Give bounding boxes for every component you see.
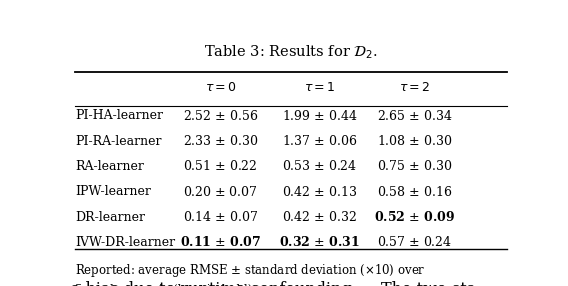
Text: 0.52 $\pm$ 0.09: 0.52 $\pm$ 0.09 — [374, 210, 455, 224]
Text: The two-sta: The two-sta — [381, 281, 477, 286]
Text: $\tau = 2$: $\tau = 2$ — [399, 81, 430, 94]
Text: 0.14 $\pm$ 0.07: 0.14 $\pm$ 0.07 — [183, 210, 258, 224]
Text: DR-learner: DR-learner — [76, 210, 145, 224]
Text: 1.08 $\pm$ 0.30: 1.08 $\pm$ 0.30 — [377, 134, 452, 148]
Text: 1.99 $\pm$ 0.44: 1.99 $\pm$ 0.44 — [282, 109, 357, 123]
Text: 0.20 $\pm$ 0.07: 0.20 $\pm$ 0.07 — [183, 185, 258, 199]
Text: 0.57 $\pm$ 0.24: 0.57 $\pm$ 0.24 — [377, 235, 452, 249]
Text: PI-HA-learner: PI-HA-learner — [76, 109, 164, 122]
Text: 0.42 $\pm$ 0.32: 0.42 $\pm$ 0.32 — [282, 210, 357, 224]
Text: 2.65 $\pm$ 0.34: 2.65 $\pm$ 0.34 — [377, 109, 452, 123]
Text: 0.51 $\pm$ 0.22: 0.51 $\pm$ 0.22 — [183, 160, 258, 173]
Text: 0.42 $\pm$ 0.13: 0.42 $\pm$ 0.13 — [282, 185, 357, 199]
Text: 2.33 $\pm$ 0.30: 2.33 $\pm$ 0.30 — [183, 134, 258, 148]
Text: 0.11 $\pm$ 0.07: 0.11 $\pm$ 0.07 — [180, 235, 261, 249]
Text: PI-RA-learner: PI-RA-learner — [76, 135, 162, 148]
Text: 1.37 $\pm$ 0.06: 1.37 $\pm$ 0.06 — [282, 134, 357, 148]
Text: 2.52 $\pm$ 0.56: 2.52 $\pm$ 0.56 — [183, 109, 258, 123]
Text: $\tau = 1$: $\tau = 1$ — [304, 81, 336, 94]
Text: IPW-learner: IPW-learner — [76, 185, 151, 198]
Text: 0.53 $\pm$ 0.24: 0.53 $\pm$ 0.24 — [282, 160, 357, 173]
Text: $\tau = 0$: $\tau = 0$ — [204, 81, 237, 94]
Text: Reported: average RMSE $\pm$ standard deviation ($\times$10) over: Reported: average RMSE $\pm$ standard de… — [76, 262, 426, 279]
Text: 0.58 $\pm$ 0.16: 0.58 $\pm$ 0.16 — [377, 185, 452, 199]
Text: a bias due to runtime confounding.: a bias due to runtime confounding. — [71, 281, 357, 286]
Text: 0.32 $\pm$ 0.31: 0.32 $\pm$ 0.31 — [279, 235, 360, 249]
Text: RA-learner: RA-learner — [76, 160, 144, 173]
Text: Table 3: Results for $\mathcal{D}_2$.: Table 3: Results for $\mathcal{D}_2$. — [204, 43, 378, 61]
Text: 0.75 $\pm$ 0.30: 0.75 $\pm$ 0.30 — [377, 160, 452, 173]
Text: 5 random seeds (best in bold).: 5 random seeds (best in bold). — [76, 284, 257, 286]
Text: IVW-DR-learner: IVW-DR-learner — [76, 236, 176, 249]
